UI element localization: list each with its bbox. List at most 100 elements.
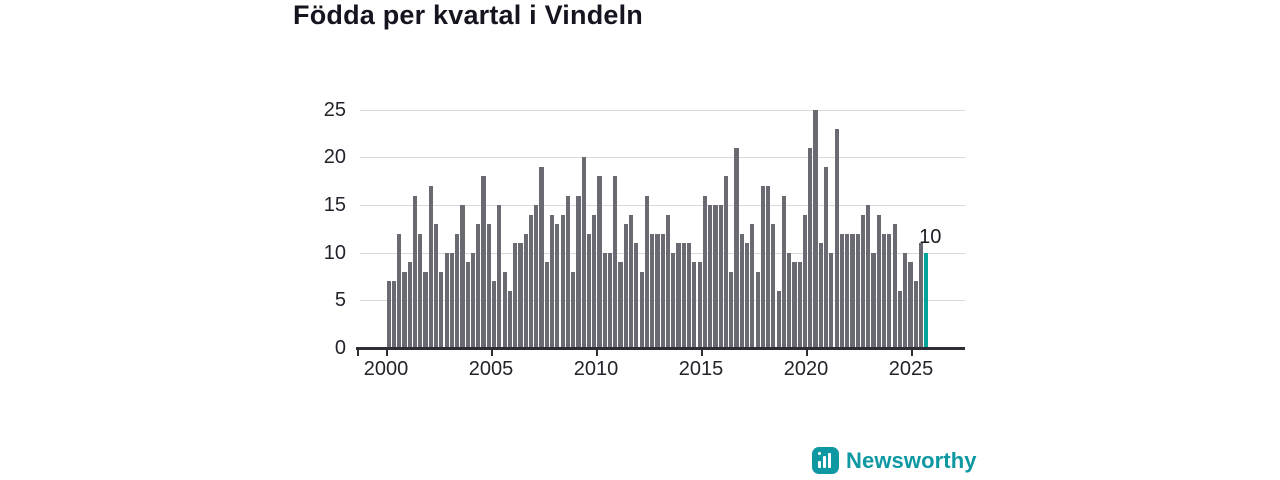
x-tick-mark (491, 349, 493, 356)
bar (407, 262, 412, 348)
bar (845, 233, 850, 348)
bar (544, 262, 549, 348)
plot-area (360, 90, 965, 348)
bar (497, 205, 502, 348)
bar (802, 214, 808, 348)
bar (755, 271, 760, 348)
bar (539, 166, 544, 348)
bar (391, 281, 397, 348)
bar (576, 195, 581, 348)
x-tick-mark (806, 349, 808, 356)
bar (708, 205, 713, 348)
bar (549, 214, 555, 348)
x-tick-mark (701, 349, 703, 356)
x-tick-mark (911, 349, 913, 356)
bar (676, 243, 681, 348)
bar (781, 195, 787, 348)
bar (507, 290, 512, 348)
bar (439, 271, 444, 348)
bar (560, 214, 565, 348)
bar (892, 224, 897, 348)
bar (465, 262, 470, 348)
bar (897, 290, 902, 348)
bar (797, 262, 802, 348)
bar (460, 205, 465, 348)
bar (455, 233, 460, 348)
logo-bar-chart-icon (818, 461, 821, 468)
bar (671, 252, 676, 348)
bar (492, 281, 497, 348)
bar (397, 233, 402, 348)
bar (470, 252, 476, 348)
bar (871, 252, 876, 348)
x-tick-label: 2010 (573, 358, 619, 380)
x-tick-label: 2015 (678, 358, 724, 380)
chart-title: Födda per kvartal i Vindeln (293, 0, 643, 30)
x-tick-label: 2025 (888, 358, 934, 380)
bar (702, 195, 707, 348)
bar (692, 262, 697, 348)
bar (518, 243, 523, 348)
bar (502, 271, 507, 348)
bar (818, 243, 823, 348)
bar (634, 243, 639, 348)
bar-highlighted (924, 252, 929, 348)
bar (418, 233, 423, 348)
bar (881, 233, 887, 348)
logo-dot (818, 452, 821, 455)
bar (607, 252, 613, 348)
bar (613, 176, 618, 348)
bar (412, 195, 418, 348)
bar (650, 233, 655, 348)
bar (571, 271, 576, 348)
bar (860, 214, 866, 348)
bar (481, 176, 486, 348)
bar (681, 243, 686, 348)
bar (723, 176, 729, 348)
bar (808, 147, 813, 348)
bar (513, 243, 518, 348)
bar (739, 233, 744, 348)
bar (813, 109, 818, 348)
gridline (360, 109, 965, 111)
bar (423, 271, 428, 348)
bar (876, 214, 881, 348)
bar (713, 205, 718, 348)
x-tick-label: 2005 (468, 358, 514, 380)
axis-origin-tick (357, 349, 359, 356)
bar (850, 233, 855, 348)
highlight-value-label: 10 (919, 225, 942, 248)
bar (729, 271, 734, 348)
bar (534, 205, 539, 348)
bar (581, 157, 586, 348)
x-axis-line (356, 347, 965, 350)
bar (523, 233, 528, 348)
bar (750, 224, 755, 348)
bar (744, 243, 750, 348)
bar (718, 205, 723, 348)
bar (918, 243, 924, 348)
bar (592, 214, 597, 348)
bar (855, 233, 860, 348)
bar (660, 233, 665, 348)
bar (629, 214, 634, 348)
bar (824, 166, 829, 348)
x-tick-label: 2000 (363, 358, 409, 380)
bar (834, 128, 839, 348)
bar (908, 262, 913, 348)
newsworthy-logo: Newsworthy (812, 447, 977, 474)
bar (655, 233, 660, 348)
bar (766, 185, 771, 348)
y-tick-label: 25 (323, 98, 346, 121)
x-tick-mark (596, 349, 598, 356)
y-tick-label: 0 (334, 337, 346, 359)
bar (444, 252, 449, 348)
bar (787, 252, 792, 348)
bar (434, 224, 439, 348)
bar (913, 281, 918, 348)
bar (686, 243, 692, 348)
bar (565, 195, 570, 348)
bar (734, 147, 739, 348)
bar (528, 214, 534, 348)
